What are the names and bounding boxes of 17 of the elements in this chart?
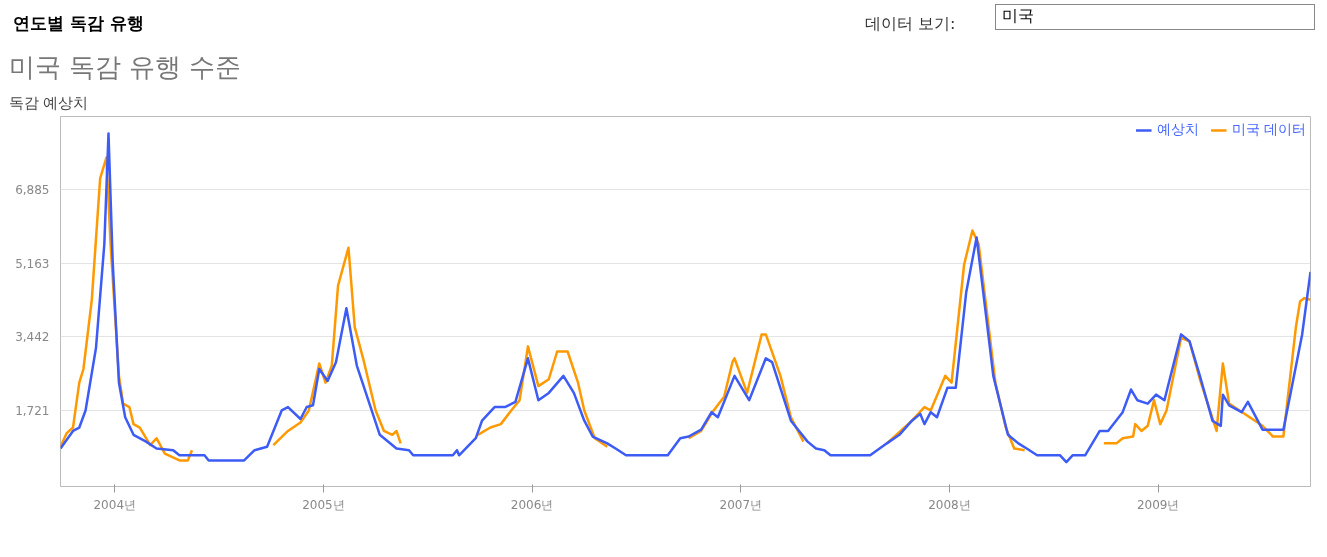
chart-subtitle: 미국 독감 유행 수준 [8, 51, 242, 82]
y-tick-label: 1,721 [15, 403, 50, 418]
x-tick-label: 2004년 [93, 497, 137, 512]
y-tick-label: 3,442 [15, 330, 50, 345]
x-tick-label: 2006년 [510, 497, 554, 512]
x-tick-label: 2007년 [719, 497, 763, 512]
text: 미국 [1002, 5, 1034, 27]
y-tick-label: 6,885 [15, 183, 50, 198]
text: 데이터 보기: [865, 13, 956, 35]
y-tick-label: 5,163 [15, 256, 50, 271]
x-tick-label: 2008년 [928, 497, 971, 512]
chart-title: 연도별 독감 유행 [13, 12, 144, 35]
x-tick-label: 2005년 [302, 497, 345, 512]
y-axis-title: 독감 예상치 [8, 93, 89, 112]
legend-label: 미국 데이터 [1231, 121, 1306, 139]
x-tick-label: 2009년 [1136, 497, 1180, 512]
legend-label: 예상치 [1156, 121, 1199, 139]
